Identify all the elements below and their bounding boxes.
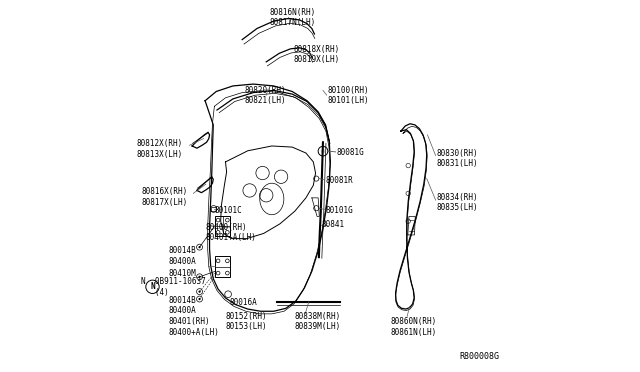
Text: 80838M(RH)
80839M(LH): 80838M(RH) 80839M(LH): [294, 312, 340, 331]
Text: N: N: [150, 282, 155, 291]
Circle shape: [198, 246, 201, 248]
Text: 80081R: 80081R: [326, 176, 353, 185]
Text: 80830(RH)
80831(LH): 80830(RH) 80831(LH): [436, 148, 478, 168]
Text: 80014B: 80014B: [168, 246, 196, 255]
Text: 80816X(RH)
80817X(LH): 80816X(RH) 80817X(LH): [141, 187, 188, 207]
Circle shape: [198, 298, 201, 300]
Text: 80818X(RH)
80819X(LH): 80818X(RH) 80819X(LH): [293, 45, 339, 64]
Text: 80016A: 80016A: [229, 298, 257, 307]
Text: 80152(RH)
80153(LH): 80152(RH) 80153(LH): [225, 312, 267, 331]
Circle shape: [198, 276, 201, 278]
Text: 80101G: 80101G: [326, 206, 353, 215]
Circle shape: [321, 149, 325, 153]
Text: 80100(RH)
80101(LH): 80100(RH) 80101(LH): [328, 86, 369, 105]
Text: 80400(RH)
80401+A(LH): 80400(RH) 80401+A(LH): [205, 222, 256, 242]
Text: 80101C: 80101C: [214, 206, 242, 215]
Text: 80812X(RH)
80813X(LH): 80812X(RH) 80813X(LH): [136, 139, 183, 158]
Text: 80841: 80841: [322, 221, 345, 230]
Text: 80400A: 80400A: [168, 306, 196, 315]
Text: R800008G: R800008G: [460, 352, 500, 361]
Circle shape: [198, 291, 201, 293]
Text: 80834(RH)
80835(LH): 80834(RH) 80835(LH): [436, 193, 478, 212]
Text: 80816N(RH)
80817N(LH): 80816N(RH) 80817N(LH): [269, 8, 316, 27]
Text: 80081G: 80081G: [337, 148, 364, 157]
Text: 80400A: 80400A: [168, 257, 196, 266]
Text: 80401(RH)
80400+A(LH): 80401(RH) 80400+A(LH): [168, 317, 219, 337]
Text: 80410M: 80410M: [168, 269, 196, 278]
Text: N  0B911-10637
   (4): N 0B911-10637 (4): [141, 277, 206, 296]
Text: 80860N(RH)
80861N(LH): 80860N(RH) 80861N(LH): [390, 317, 436, 337]
Text: 80014B: 80014B: [168, 296, 196, 305]
Text: 80820(RH)
80821(LH): 80820(RH) 80821(LH): [244, 86, 285, 105]
